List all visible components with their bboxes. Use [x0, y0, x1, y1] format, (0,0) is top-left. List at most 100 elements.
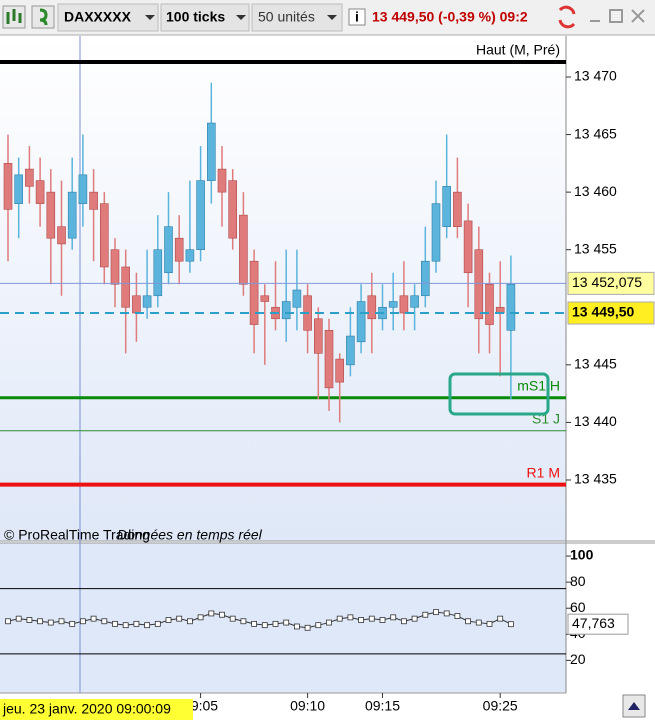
- oscillator-point: [326, 619, 332, 626]
- y-tick-label: 100: [570, 547, 594, 563]
- oscillator-point: [219, 611, 225, 618]
- price-axis: [566, 36, 655, 720]
- units: 50 unités: [258, 9, 315, 25]
- oscillator-point: [368, 615, 375, 622]
- oscillator-point: [347, 614, 354, 621]
- candle-body: [185, 249, 195, 262]
- oscillator-point: [507, 621, 514, 628]
- candle-body: [346, 335, 355, 366]
- oscillator-point: [5, 618, 11, 625]
- candle-body: [485, 283, 494, 325]
- oscillator-point: [251, 620, 258, 627]
- oscillator-point: [37, 618, 43, 625]
- svg-text:i: i: [355, 9, 359, 25]
- interval-select[interactable]: [160, 3, 250, 32]
- candle-body: [196, 180, 205, 250]
- refresh-icon[interactable]: [558, 5, 576, 29]
- y-tick-label: 60: [570, 599, 586, 615]
- candle-body: [463, 220, 473, 274]
- candle-body: [367, 295, 377, 320]
- info-icon[interactable]: [348, 8, 366, 26]
- candle-body: [46, 191, 56, 239]
- candle-body: [121, 266, 130, 308]
- candle-body: [239, 214, 248, 285]
- level-label: R1 M: [527, 464, 560, 480]
- oscillator-point: [379, 617, 386, 623]
- date-box: [0, 699, 193, 720]
- candle-body: [410, 295, 419, 308]
- oscillator-point: [390, 614, 397, 621]
- quote: 13 449,50 (-0,39 %) 09:2: [372, 9, 528, 25]
- oscillator-point: [454, 613, 461, 619]
- oscillator-point: [197, 614, 204, 621]
- price-label: 13 449,50: [572, 304, 634, 320]
- candle-body: [324, 329, 334, 389]
- oscillator-point: [186, 618, 193, 625]
- oscillator-point: [411, 615, 418, 622]
- y-tick-label: 13 440: [574, 413, 617, 429]
- oscillator-point: [336, 615, 343, 622]
- candle-body: [35, 180, 45, 204]
- oscillator-point: [497, 615, 504, 622]
- symbol-select[interactable]: [57, 3, 159, 32]
- oscillator-point: [58, 618, 65, 625]
- candle-body: [356, 301, 366, 343]
- candle-body: [14, 174, 23, 204]
- oscillator-panel: [0, 543, 566, 693]
- candle-body: [110, 249, 120, 285]
- y-tick-label: 13 470: [574, 68, 617, 84]
- oscillator-point: [154, 620, 161, 627]
- realtime: Données en temps réel: [117, 527, 263, 543]
- candle-body: [207, 122, 216, 181]
- price-label-box: [567, 271, 655, 295]
- link-icon[interactable]: [31, 5, 55, 29]
- candle-body: [228, 180, 237, 239]
- oscillator-point: [400, 618, 407, 625]
- candle-body: [399, 295, 409, 314]
- oscillator-point: [358, 617, 365, 623]
- candle-body: [442, 186, 452, 227]
- y-tick-label: 13 445: [574, 356, 617, 372]
- oscillator-point: [69, 620, 76, 627]
- candle-body: [132, 295, 141, 314]
- oscillator-point: [90, 615, 97, 622]
- oscillator-point: [165, 617, 172, 623]
- candle-body: [313, 318, 323, 354]
- price-label-box: [567, 301, 655, 325]
- y-tick-label: 20: [570, 651, 586, 667]
- units-select[interactable]: [251, 3, 343, 32]
- oscillator-point: [122, 622, 129, 629]
- oscillator-point: [47, 619, 54, 626]
- y-tick-label: 13 455: [574, 240, 617, 256]
- candle-body: [292, 289, 302, 308]
- oscillator-point: [26, 617, 33, 623]
- oscillator-point: [133, 620, 140, 627]
- value-label-box: [567, 613, 629, 635]
- oscillator-point: [112, 620, 118, 627]
- y-tick-label: 13 465: [574, 125, 617, 141]
- oscillator-point: [293, 623, 300, 630]
- oscillator-point: [176, 615, 183, 622]
- oscillator-point: [144, 622, 151, 629]
- oscillator-point: [283, 619, 290, 626]
- window-controls[interactable]: [590, 9, 645, 23]
- candle-body: [506, 283, 516, 331]
- oscillator-point: [443, 610, 450, 617]
- candle-body: [281, 301, 291, 320]
- candle-body: [388, 301, 398, 308]
- oscillator-point: [15, 615, 22, 622]
- oscillator-point: [304, 624, 311, 631]
- candle-body: [153, 249, 163, 297]
- y-tick-label: 13 460: [574, 183, 617, 199]
- y-tick-label: 80: [570, 573, 586, 589]
- candle-body: [420, 260, 430, 297]
- date: jeu. 23 janv. 2020 09:00:09: [2, 701, 171, 717]
- x-tick-label: 09:25: [483, 698, 518, 714]
- oscillator-point: [272, 620, 279, 627]
- candle-body: [3, 163, 13, 210]
- candle-body: [474, 249, 484, 320]
- candle-body: [78, 174, 88, 204]
- candle-body: [260, 295, 270, 302]
- level-label: Haut (M, Pré): [476, 42, 560, 58]
